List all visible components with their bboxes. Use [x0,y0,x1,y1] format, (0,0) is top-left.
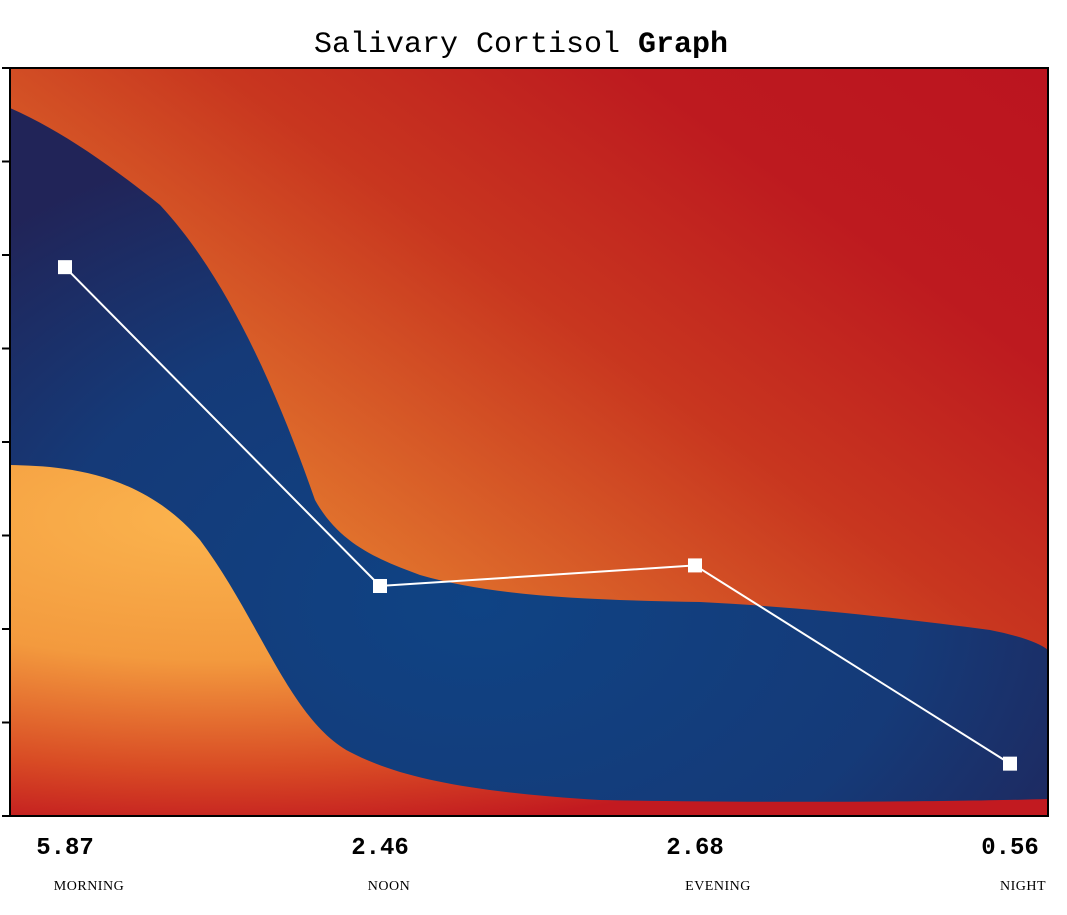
y-axis-ticks [2,67,10,817]
chart-title-emphasis: Graph [638,28,728,62]
value-label-night: 0.56 [981,835,1039,862]
plot-background [10,68,1048,816]
value-labels: 5.87 2.46 2.68 0.56 [36,835,1039,862]
series-line [64,266,1011,765]
chart-title: Salivary Cortisol Graph [314,28,728,62]
data-point-morning [58,260,72,275]
data-point-night [1003,756,1017,771]
category-label-noon: NOON [368,879,410,894]
chart-title-main: Salivary Cortisol [314,28,620,62]
value-label-evening: 2.68 [666,835,724,862]
data-point-noon [373,578,387,593]
value-label-morning: 5.87 [36,835,94,862]
category-labels: MORNING NOON EVENING NIGHT [54,879,1046,894]
value-label-noon: 2.46 [351,835,409,862]
category-label-morning: MORNING [54,879,124,894]
data-point-evening [688,558,702,573]
category-label-night: NIGHT [1000,879,1046,894]
low-zone [10,465,1048,816]
normal-zone [10,108,1048,816]
category-label-evening: EVENING [685,879,751,894]
series-layer [58,260,1017,771]
